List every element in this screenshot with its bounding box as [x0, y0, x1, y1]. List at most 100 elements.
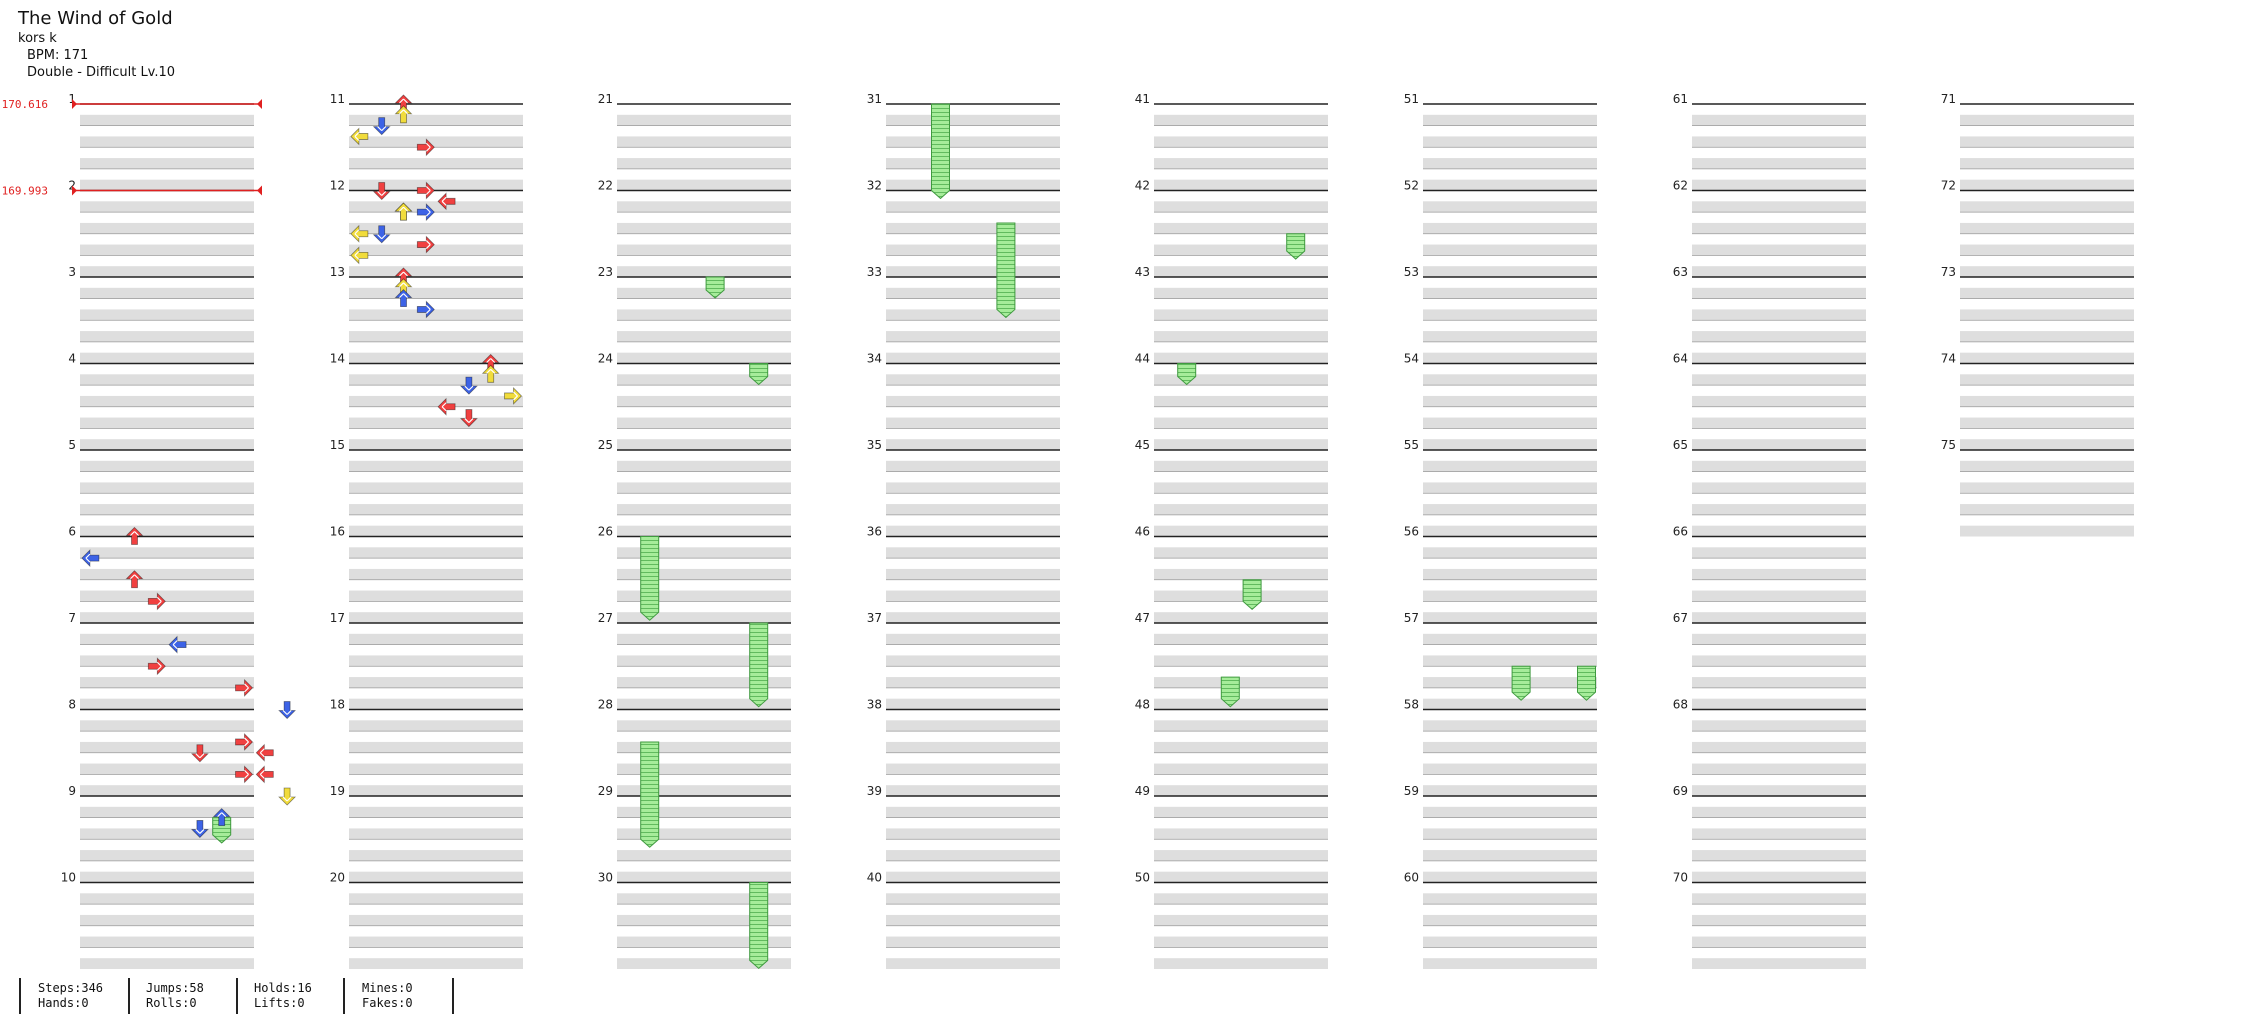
beat-row [617, 374, 791, 386]
measure-number: 32 [867, 179, 882, 193]
up-arrow-icon [125, 570, 144, 589]
beat-row [1154, 222, 1328, 234]
song-header: The Wind of Gold kors k BPM: 171 Double … [18, 8, 175, 81]
beat-row [80, 395, 254, 407]
beat-row [1423, 806, 1597, 818]
beat-row [1154, 612, 1328, 623]
measure-number: 3 [68, 265, 76, 279]
down-arrow-icon [459, 409, 478, 428]
left-arrow-icon [350, 246, 369, 265]
measure-number: 6 [68, 525, 76, 539]
beat-row [1692, 633, 1866, 645]
beat-row [1960, 136, 2134, 148]
hold-note-icon [931, 103, 950, 200]
measure-labels: 1234567891011121314151617181920212223242… [61, 92, 1956, 885]
beat-row [886, 244, 1060, 256]
beat-row [1154, 395, 1328, 407]
beat-row [80, 525, 254, 537]
beat-row [1423, 309, 1597, 321]
beat-row [1960, 439, 2134, 450]
beat-row [1423, 590, 1597, 602]
measure-number: 61 [1673, 92, 1688, 106]
beat-row [617, 806, 791, 818]
beat-row [1154, 331, 1328, 342]
beat-row [349, 763, 523, 775]
measure-number: 53 [1404, 265, 1419, 279]
beat-row [1692, 806, 1866, 818]
beat-row [349, 352, 523, 364]
beat-row [1423, 395, 1597, 407]
beat-row [1423, 244, 1597, 256]
beat-row [1692, 741, 1866, 753]
beat-row [886, 568, 1060, 580]
beat-row [886, 785, 1060, 796]
measure-number: 72 [1941, 179, 1956, 193]
measure-number: 60 [1404, 871, 1419, 885]
beat-row [886, 374, 1060, 386]
bpm-marker-left [72, 185, 77, 196]
beat-row [1692, 828, 1866, 840]
beat-row [886, 179, 1060, 191]
right-arrow-icon [235, 678, 254, 697]
measure-number: 42 [1135, 179, 1150, 193]
beat-row [349, 266, 523, 277]
beat-row [1423, 893, 1597, 905]
right-arrow-icon [235, 732, 254, 751]
beat-row [617, 590, 791, 602]
measure-number: 67 [1673, 611, 1688, 625]
beat-row [617, 828, 791, 840]
beat-row [1960, 417, 2134, 429]
beat-row [80, 936, 254, 948]
beat-row [886, 201, 1060, 213]
beat-row [1692, 677, 1866, 688]
beat-row [349, 374, 523, 386]
right-arrow-icon [147, 657, 166, 676]
beat-row [617, 309, 791, 321]
beat-row [80, 158, 254, 169]
beat-row [80, 309, 254, 321]
beat-row [1154, 374, 1328, 386]
beat-row [1423, 482, 1597, 494]
beat-row [1960, 525, 2134, 537]
beat-row [886, 720, 1060, 732]
beat-row [1423, 763, 1597, 775]
beat-row [1692, 331, 1866, 342]
measure-number: 35 [867, 438, 882, 452]
down-arrow-icon [372, 182, 391, 201]
measure-number: 68 [1673, 698, 1688, 712]
beat-row [80, 504, 254, 515]
beat-row [617, 201, 791, 213]
beat-row [617, 850, 791, 861]
measure-number: 30 [598, 871, 613, 885]
measure-number: 5 [68, 438, 76, 452]
beat-row [80, 331, 254, 342]
beat-row [349, 568, 523, 580]
measure-number: 7 [68, 611, 76, 625]
left-arrow-icon [168, 635, 187, 654]
stats-divider [452, 978, 454, 1014]
beat-row [1154, 677, 1328, 688]
beat-row [349, 309, 523, 321]
beat-row [617, 352, 791, 364]
beat-row [1692, 958, 1866, 969]
measure-number: 62 [1673, 179, 1688, 193]
beat-row [1423, 525, 1597, 537]
beat-row [1423, 374, 1597, 386]
beat-row [80, 460, 254, 472]
measure-number: 38 [867, 698, 882, 712]
song-title: The Wind of Gold [18, 8, 173, 29]
beat-row [1154, 806, 1328, 818]
hold-note-icon [1177, 363, 1197, 386]
measure-number: 22 [598, 179, 613, 193]
hold-note-icon [212, 817, 232, 844]
measure-number: 15 [330, 438, 345, 452]
stats-divider [343, 978, 345, 1014]
measure-number: 44 [1135, 352, 1150, 366]
beat-row [617, 244, 791, 256]
beat-row [349, 482, 523, 494]
beat-row [1423, 352, 1597, 364]
measure-number: 57 [1404, 611, 1419, 625]
beat-row [1960, 179, 2134, 191]
beat-row [1692, 590, 1866, 602]
